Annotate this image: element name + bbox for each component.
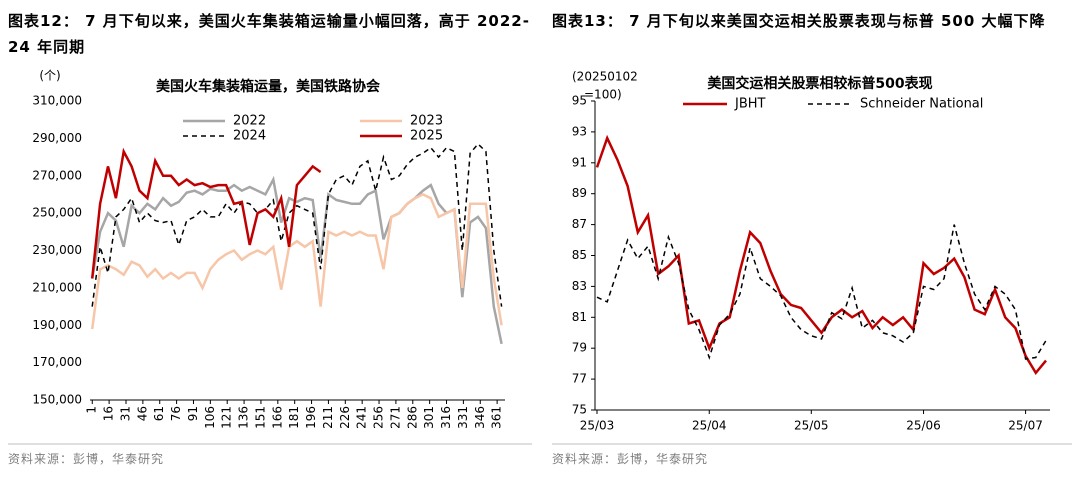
series-line [90, 147, 322, 279]
y-tick-label: 170,000 [32, 355, 82, 369]
x-tick-label: 151 [253, 406, 267, 429]
x-tick-label: 25/04 [692, 419, 727, 433]
series-line [595, 134, 1047, 376]
y-tick-label: 150,000 [32, 393, 82, 407]
x-tick-label: 196 [304, 406, 318, 429]
legend-label: 2025 [410, 129, 443, 144]
y-tick-label: 210,000 [32, 280, 82, 294]
x-tick-label: 25/03 [580, 419, 615, 433]
y-axis-label: (20250102 [572, 70, 638, 84]
y-tick-label: 270,000 [32, 168, 82, 182]
y-tick-label: 83 [572, 279, 587, 293]
x-tick-label: 31 [118, 406, 132, 421]
x-tick-label: 1 [85, 406, 99, 414]
x-tick-label: 226 [338, 406, 352, 429]
y-tick-label: 190,000 [32, 318, 82, 332]
y-tick-label: 77 [572, 372, 587, 386]
x-tick-label: 76 [169, 406, 183, 421]
y-tick-label: 95 [572, 94, 587, 108]
series-line [596, 224, 1047, 360]
x-tick-label: 25/07 [1008, 419, 1043, 433]
y-tick-label: 89 [572, 186, 587, 200]
y-tick-label: 250,000 [32, 206, 82, 220]
y-axis-label: =100) [584, 88, 622, 102]
x-tick-label: 181 [287, 406, 301, 429]
y-tick-label: 91 [572, 155, 587, 169]
figure-title: 图表12： 7 月下旬以来，美国火车集装箱运输量小幅回落，高于 2022-24 … [8, 12, 530, 56]
legend-label: Schneider National [860, 97, 983, 112]
chart-title: 美国交运相关股票相较标普500表现 [707, 75, 932, 92]
x-tick-label: 316 [439, 406, 453, 429]
y-tick-label: 230,000 [32, 243, 82, 257]
source: 资料来源：彭博，华泰研究 [552, 452, 709, 466]
x-tick-label: 106 [203, 406, 217, 429]
x-tick-label: 361 [490, 406, 504, 429]
y-tick-label: 85 [572, 248, 587, 262]
legend-label: 2023 [410, 114, 443, 129]
x-tick-label: 91 [186, 406, 200, 421]
series-line [90, 193, 503, 330]
x-tick-label: 241 [355, 406, 369, 429]
x-tick-label: 286 [405, 406, 419, 429]
y-tick-label: 75 [572, 403, 587, 417]
y-tick-label: 93 [572, 124, 587, 138]
legend-label: 2024 [233, 129, 266, 144]
x-tick-label: 46 [135, 406, 149, 421]
x-tick-label: 25/05 [794, 419, 829, 433]
x-tick-label: 121 [220, 406, 234, 429]
y-tick-label: 87 [572, 217, 587, 231]
x-tick-label: 136 [237, 406, 251, 429]
figure-title: 图表13： 7 月下旬以来美国交运相关股票表现与标普 500 大幅下降 [552, 12, 1046, 30]
legend-label: 2022 [233, 114, 266, 129]
x-tick-label: 271 [388, 406, 402, 429]
x-tick-label: 331 [456, 406, 470, 429]
y-axis-label: (个) [39, 69, 60, 83]
series-line [91, 142, 503, 307]
y-tick-label: 79 [572, 341, 587, 355]
x-tick-label: 61 [152, 406, 166, 421]
x-tick-label: 346 [473, 406, 487, 429]
y-tick-label: 310,000 [32, 94, 82, 108]
x-tick-label: 256 [372, 406, 386, 429]
series-line [90, 175, 503, 345]
x-tick-label: 301 [422, 406, 436, 429]
source: 资料来源：彭博，华泰研究 [8, 452, 165, 466]
chart-title: 美国火车集装箱运量，美国铁路协会 [156, 78, 381, 95]
x-tick-label: 16 [102, 406, 116, 421]
x-tick-label: 166 [270, 406, 284, 429]
legend-label: JBHT [734, 97, 766, 112]
x-tick-label: 25/06 [906, 419, 941, 433]
x-tick-label: 211 [321, 406, 335, 429]
y-tick-label: 290,000 [32, 131, 82, 145]
y-tick-label: 81 [572, 310, 587, 324]
